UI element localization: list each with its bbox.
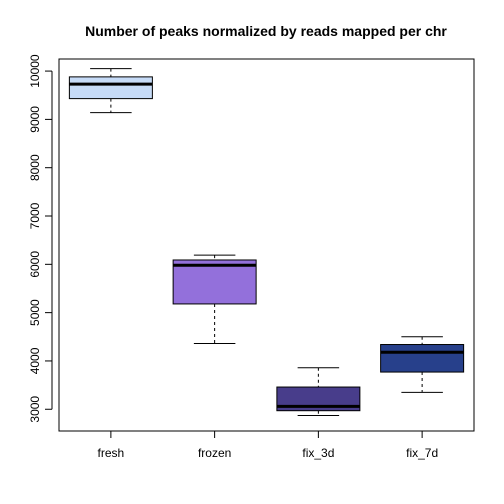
y-tick-label: 6000 bbox=[28, 251, 42, 278]
box-fresh bbox=[68, 68, 153, 114]
x-tick-label: fresh bbox=[98, 446, 125, 460]
iqr-box bbox=[276, 386, 361, 412]
iqr-box bbox=[380, 344, 465, 373]
box-fix_3d bbox=[276, 367, 361, 417]
box-fix_7d bbox=[380, 336, 465, 393]
y-tick-label: 4000 bbox=[28, 347, 42, 374]
y-tick-label: 10000 bbox=[28, 54, 42, 88]
iqr-box bbox=[172, 259, 257, 305]
plot-frame bbox=[58, 58, 475, 432]
y-axis: 3000 4000 5000 6000 7000 8000 9000 10000 bbox=[28, 54, 53, 423]
y-tick-label: 8000 bbox=[28, 154, 42, 181]
x-tick-label: frozen bbox=[198, 446, 231, 460]
y-tick-label: 9000 bbox=[28, 106, 42, 133]
x-axis: fresh frozen fix_3d fix_7d bbox=[98, 431, 438, 460]
y-tick-label: 5000 bbox=[28, 299, 42, 326]
chart-title: Number of peaks normalized by reads mapp… bbox=[85, 23, 447, 39]
y-tick-label: 7000 bbox=[28, 202, 42, 229]
y-tick-label: 3000 bbox=[28, 396, 42, 423]
box-frozen bbox=[172, 254, 257, 345]
iqr-box bbox=[68, 76, 153, 100]
x-tick-label: fix_7d bbox=[406, 446, 438, 460]
box-group bbox=[68, 68, 465, 417]
x-tick-label: fix_3d bbox=[302, 446, 334, 460]
